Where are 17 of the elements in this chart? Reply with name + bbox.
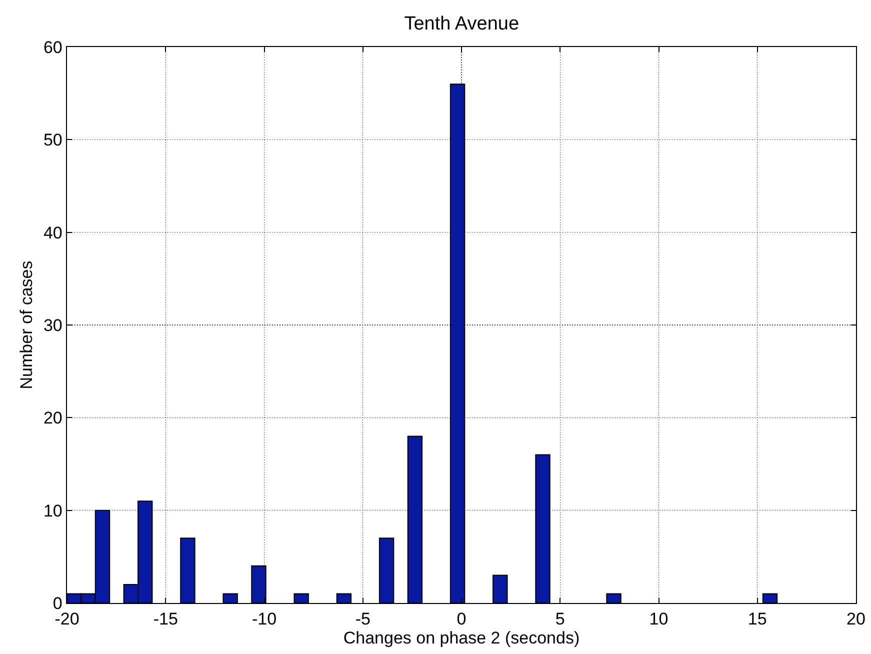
x-tick-label: -15: [153, 610, 178, 629]
x-tick-label: 10: [649, 610, 668, 629]
y-axis-title: Number of cases: [17, 260, 36, 390]
x-axis-title: Changes on phase 2 (seconds): [343, 628, 580, 648]
chart-title: Tenth Avenue: [404, 14, 520, 35]
y-tick-label: 50: [43, 130, 62, 150]
x-tick-label: -5: [355, 610, 370, 629]
y-tick-label: 10: [43, 501, 62, 520]
y-tick-label: 20: [43, 408, 62, 428]
x-tick-label: 0: [456, 610, 466, 629]
y-tick-label: 40: [43, 223, 62, 242]
y-tick-label: 60: [43, 38, 62, 57]
x-tick-label: 5: [555, 610, 565, 629]
x-tick-label: 15: [748, 610, 767, 629]
x-tick-label: -10: [252, 610, 277, 629]
y-tick-label: 30: [43, 316, 62, 335]
x-tick-label: 20: [846, 610, 866, 629]
